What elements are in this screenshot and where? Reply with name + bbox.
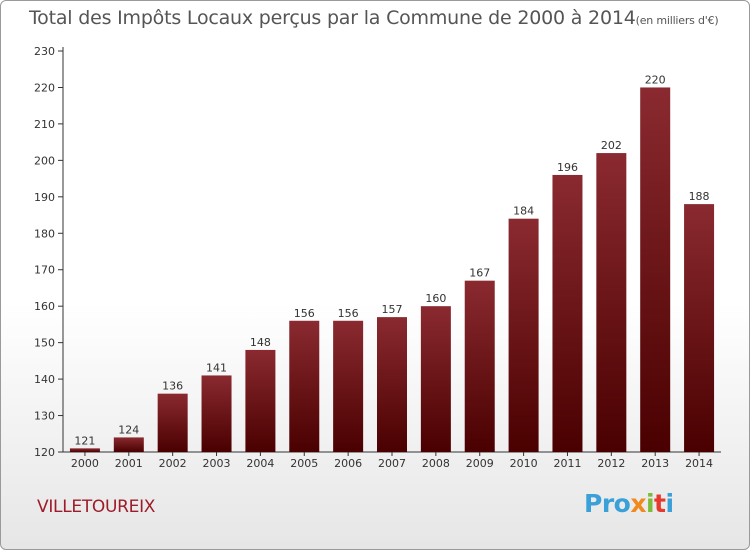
x-tick-label: 2006 xyxy=(334,457,362,470)
bar xyxy=(508,218,539,452)
y-tick-label: 160 xyxy=(34,300,55,313)
bar xyxy=(596,153,627,452)
x-tick-label: 2004 xyxy=(246,457,274,470)
data-label: 202 xyxy=(601,139,622,152)
bar xyxy=(113,437,144,452)
data-label: 157 xyxy=(382,303,403,316)
x-tick-label: 2003 xyxy=(203,457,231,470)
data-label: 156 xyxy=(338,307,359,320)
logo-part: x xyxy=(630,489,646,518)
y-tick-label: 220 xyxy=(34,81,55,94)
bar xyxy=(201,375,232,452)
y-tick-label: 120 xyxy=(34,446,55,459)
x-tick-label: 2008 xyxy=(422,457,450,470)
data-label: 167 xyxy=(469,267,490,280)
data-label: 121 xyxy=(74,434,95,447)
y-tick-label: 150 xyxy=(34,337,55,350)
y-tick-label: 170 xyxy=(34,264,55,277)
y-tick-label: 210 xyxy=(34,118,55,131)
logo-part: i xyxy=(645,489,655,518)
data-label: 196 xyxy=(557,161,578,174)
x-tick-label: 2007 xyxy=(378,457,406,470)
y-tick-label: 200 xyxy=(34,154,55,167)
x-tick-label: 2005 xyxy=(290,457,318,470)
bar xyxy=(333,320,364,452)
chart-title: Total des Impôts Locaux perçus par la Co… xyxy=(29,7,719,29)
x-tick-label: 2001 xyxy=(115,457,143,470)
y-tick-label: 190 xyxy=(34,191,55,204)
data-label: 141 xyxy=(206,361,227,374)
data-label: 156 xyxy=(294,307,315,320)
bar xyxy=(552,174,583,453)
data-label: 148 xyxy=(250,336,271,349)
chart-title-text: Total des Impôts Locaux perçus par la Co… xyxy=(29,7,636,29)
y-tick-label: 130 xyxy=(34,410,55,423)
commune-name: VILLETOUREIX xyxy=(37,497,156,517)
bar xyxy=(684,204,715,452)
y-tick-label: 180 xyxy=(34,227,55,240)
x-tick-label: 2010 xyxy=(510,457,538,470)
logo-part: t xyxy=(654,489,666,518)
data-label: 160 xyxy=(425,292,446,305)
y-tick-label: 140 xyxy=(34,373,55,386)
bar xyxy=(245,349,276,452)
data-label: 188 xyxy=(689,190,710,203)
unit-note: (en milliers d'€) xyxy=(635,14,719,27)
x-tick-label: 2000 xyxy=(71,457,99,470)
logo-part: i xyxy=(665,489,675,518)
x-tick-label: 2011 xyxy=(553,457,581,470)
x-tick-label: 2002 xyxy=(159,457,187,470)
bar xyxy=(377,317,407,452)
x-tick-label: 2012 xyxy=(597,457,625,470)
proxiti-logo: Proxiti xyxy=(584,489,674,518)
x-tick-label: 2009 xyxy=(466,457,494,470)
data-label: 136 xyxy=(162,380,183,393)
data-label: 220 xyxy=(645,73,666,86)
data-label: 124 xyxy=(118,423,139,436)
data-label: 184 xyxy=(513,205,534,218)
x-tick-label: 2014 xyxy=(685,457,713,470)
bar xyxy=(464,280,495,452)
bar xyxy=(69,448,100,452)
bar xyxy=(157,393,188,452)
bar xyxy=(640,87,671,453)
bar xyxy=(420,306,451,452)
x-tick-label: 2013 xyxy=(641,457,669,470)
bar xyxy=(289,320,320,452)
y-tick-label: 230 xyxy=(34,45,55,58)
logo-part: Pro xyxy=(584,489,631,518)
